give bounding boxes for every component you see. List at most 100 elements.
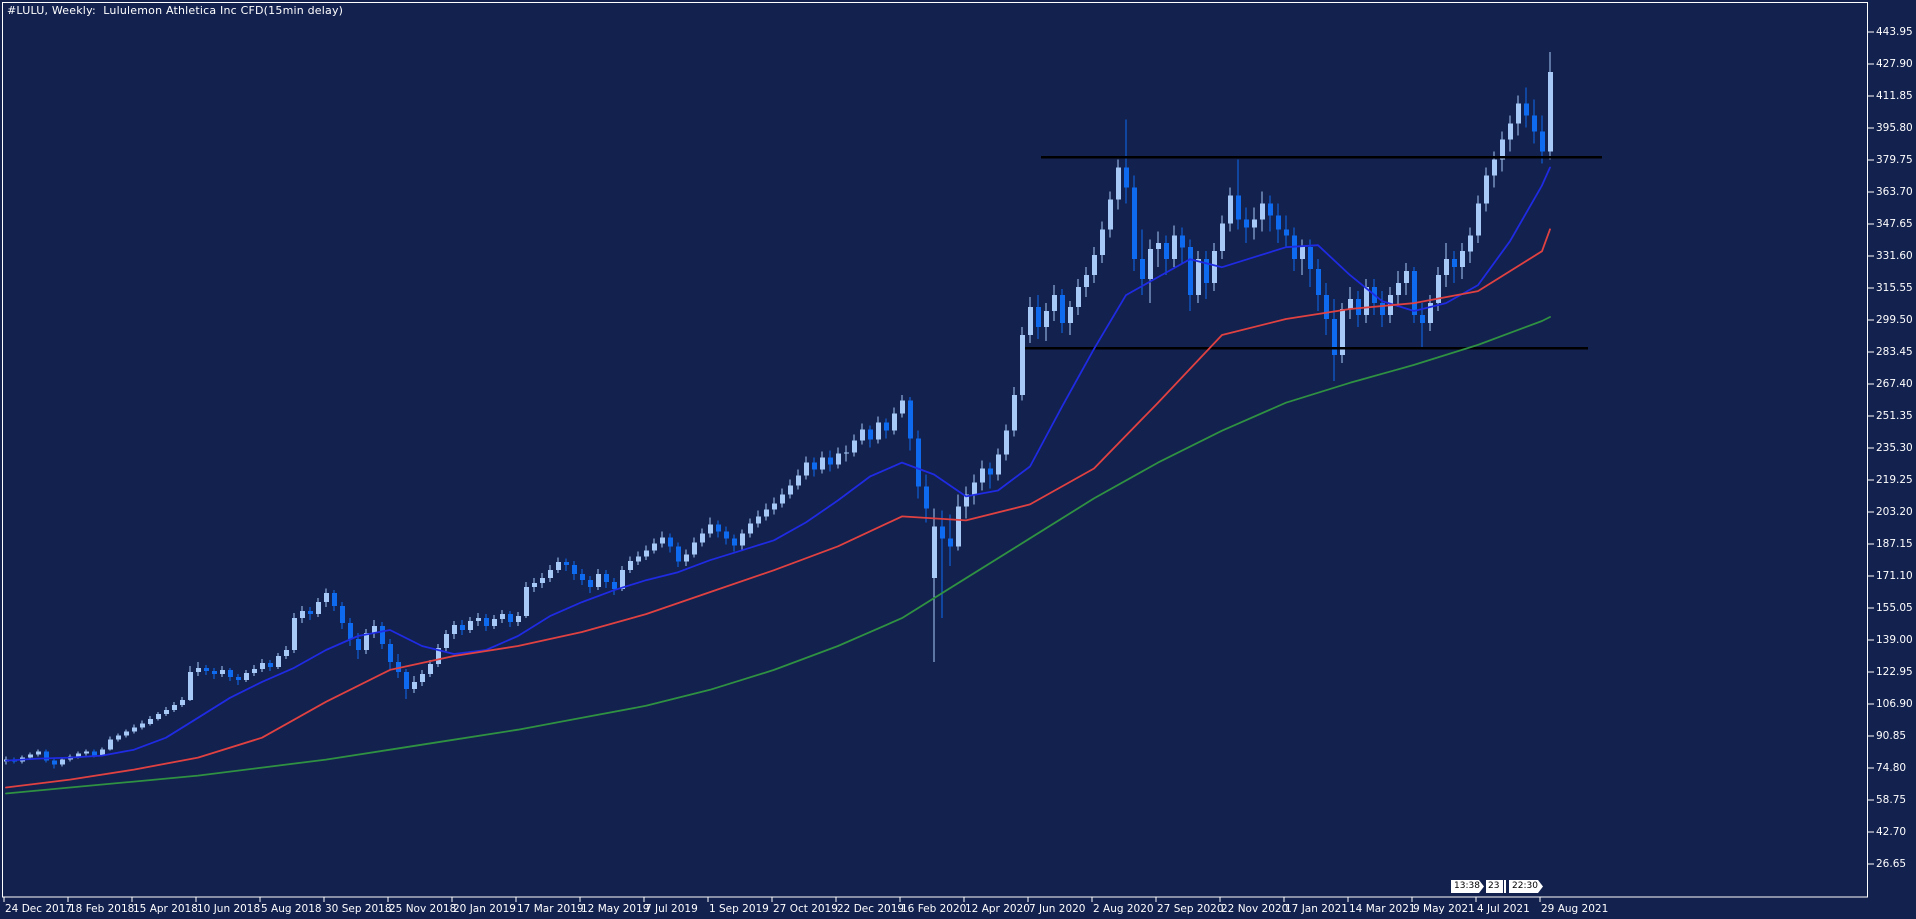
bear-candle-body (572, 565, 577, 575)
bear-candle-body (204, 667, 209, 671)
bull-candle-body (284, 650, 289, 656)
price-axis-label: 26.65 (1876, 858, 1906, 870)
time-tag[interactable]: 22:30 (1509, 880, 1543, 893)
bull-candle-body (300, 611, 305, 619)
time-axis-label: 7 Jun 2020 (1029, 903, 1085, 915)
bull-candle-body (1460, 251, 1465, 268)
bear-candle-body (92, 751, 97, 756)
bear-candle-body (1244, 219, 1249, 228)
bear-candle-body (732, 538, 737, 546)
bull-candle-body (428, 663, 433, 674)
bull-candle-body (76, 753, 81, 757)
bull-candle-body (1028, 307, 1033, 335)
bear-candle-body (1316, 269, 1321, 296)
bull-candle-body (644, 550, 649, 557)
time-axis-label: 2 Aug 2020 (1093, 903, 1154, 915)
price-axis-label: 443.95 (1876, 26, 1913, 38)
bear-candle-body (916, 438, 921, 487)
bull-candle-body (1396, 283, 1401, 296)
bear-candle-body (404, 671, 409, 689)
bull-candle-body (1092, 255, 1097, 276)
bull-candle-body (364, 633, 369, 650)
bull-candle-body (1220, 223, 1225, 252)
bull-candle-body (324, 593, 329, 603)
time-axis-label: 9 May 2021 (1413, 903, 1475, 915)
price-axis-label: 411.85 (1876, 90, 1913, 102)
bear-candle-body (1276, 215, 1281, 230)
bear-candle-body (396, 661, 401, 672)
bull-candle-body (628, 561, 633, 571)
price-axis-label: 171.10 (1876, 570, 1913, 582)
bear-candle-body (388, 644, 393, 662)
time-axis-label: 30 Sep 2018 (325, 903, 392, 915)
time-axis-label: 1 Sep 2019 (709, 903, 769, 915)
price-axis-label: 283.45 (1876, 346, 1913, 358)
bull-candle-body (540, 578, 545, 584)
bear-candle-body (868, 429, 873, 440)
price-axis-label: 379.75 (1876, 154, 1913, 166)
bull-candle-body (956, 506, 961, 547)
bear-candle-body (1380, 303, 1385, 316)
bull-candle-body (436, 648, 441, 664)
moving-average-lines (5, 166, 1551, 795)
bull-candle-body (756, 516, 761, 524)
bull-candle-body (996, 454, 1001, 475)
price-axis-label: 187.15 (1876, 538, 1913, 550)
bull-candle-body (1492, 159, 1497, 176)
bear-candle-body (52, 760, 57, 765)
bear-candle-body (348, 623, 353, 640)
bull-candle-body (292, 618, 297, 650)
bull-candle-body (788, 485, 793, 495)
bull-candle-body (1004, 430, 1009, 455)
horizontal-level-lines[interactable] (1025, 155, 1602, 350)
bull-candle-body (780, 494, 785, 504)
bear-candle-body (716, 524, 721, 532)
bull-candle-body (900, 400, 905, 414)
time-axis-label: 7 Jul 2019 (645, 903, 698, 915)
bear-candle-body (340, 606, 345, 623)
bull-candle-body (196, 667, 201, 672)
bull-candle-body (820, 457, 825, 470)
bull-candle-body (1116, 167, 1121, 200)
bear-candle-body (668, 537, 673, 547)
price-axis-label: 106.90 (1876, 698, 1913, 710)
bear-candle-body (604, 574, 609, 583)
bear-candle-body (580, 574, 585, 581)
bear-candle-body (988, 468, 993, 475)
bear-candle-body (924, 486, 929, 509)
bull-candle-body (260, 662, 265, 669)
bull-candle-body (1364, 287, 1369, 315)
time-axis-label: 12 Apr 2020 (965, 903, 1030, 915)
bear-candle-body (948, 538, 953, 547)
price-axis[interactable]: 443.95 427.90 411.85 395.80 379.75 363.70 347.… (1868, 26, 1913, 870)
bull-candle-body (708, 524, 713, 534)
bear-candle-body (812, 462, 817, 470)
bear-candle-body (1188, 247, 1193, 296)
time-tag[interactable]: 23 (1486, 880, 1503, 893)
price-axis-label: 267.40 (1876, 378, 1913, 390)
bull-candle-body (1148, 249, 1153, 280)
bull-candle-body (1020, 335, 1025, 395)
price-axis-label: 331.60 (1876, 250, 1913, 262)
price-axis-label: 58.75 (1876, 794, 1906, 806)
bear-candle-body (1356, 299, 1361, 316)
chart-title: #LULU, Weekly: Lululemon Athletica Inc C… (7, 4, 344, 17)
price-axis-label: 315.55 (1876, 282, 1913, 294)
candlestick-series (4, 51, 1553, 769)
ma-slow-green (5, 316, 1551, 795)
time-tag[interactable]: 13:38 (1451, 880, 1484, 893)
time-axis-label: 25 Nov 2018 (389, 903, 456, 915)
bull-candle-body (772, 503, 777, 510)
time-axis-label: 10 Jun 2018 (197, 903, 260, 915)
bull-candle-body (412, 681, 417, 689)
bull-candle-body (172, 704, 177, 710)
bear-candle-body (828, 457, 833, 465)
time-axis-label: 27 Sep 2020 (1157, 903, 1224, 915)
bear-candle-body (1236, 195, 1241, 220)
bull-candle-body (276, 656, 281, 667)
time-axis-label: 16 Feb 2020 (901, 903, 966, 915)
bear-candle-body (212, 670, 217, 674)
